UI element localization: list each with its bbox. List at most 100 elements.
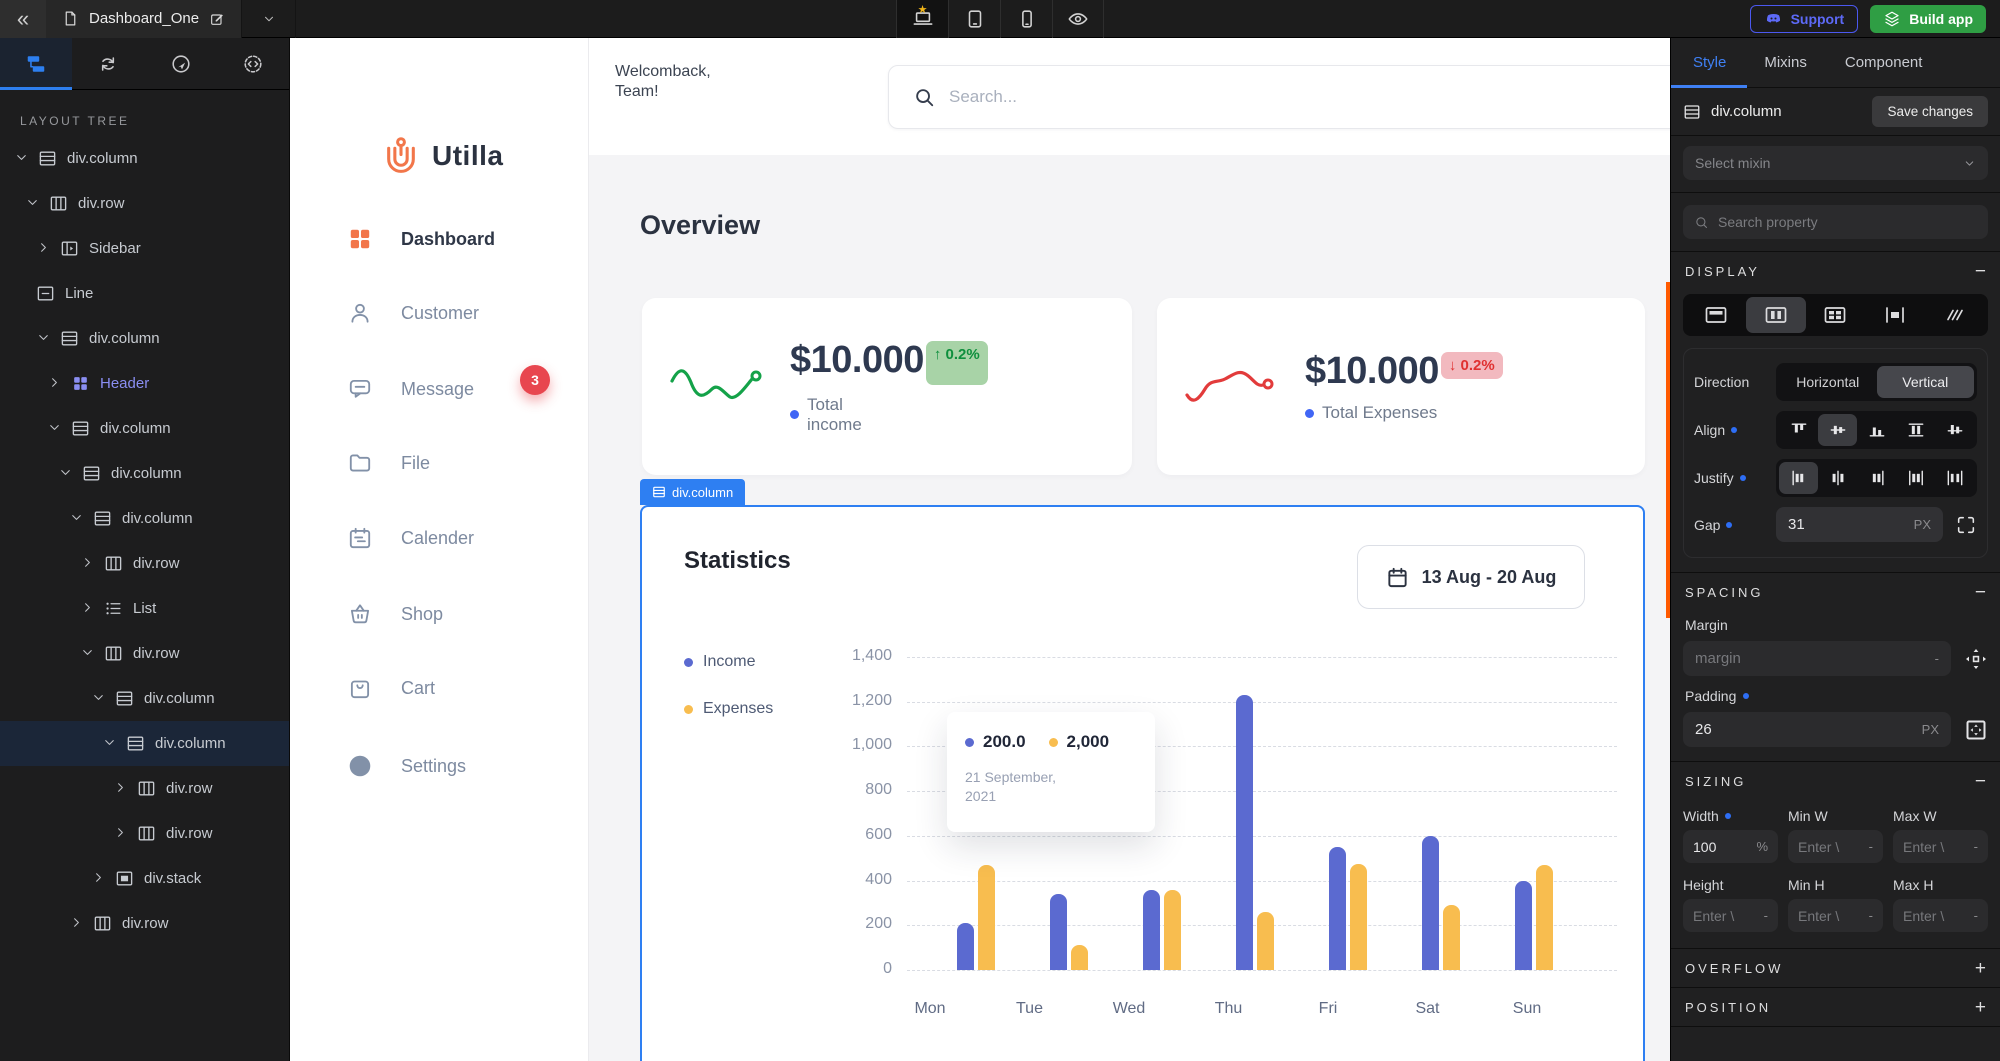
nav-item-customer[interactable]: Customer bbox=[347, 295, 479, 331]
edit-icon[interactable] bbox=[209, 11, 225, 27]
tree-item-div-row[interactable]: div.row bbox=[0, 181, 289, 226]
display-mode-flex[interactable] bbox=[1745, 297, 1806, 333]
chevron-down-icon[interactable] bbox=[47, 420, 64, 437]
align-start[interactable] bbox=[1779, 414, 1818, 446]
collapse-icon[interactable]: − bbox=[1974, 770, 1986, 792]
chevron-right-icon[interactable] bbox=[47, 375, 64, 392]
display-mode-grid[interactable] bbox=[1806, 297, 1866, 333]
align-center[interactable] bbox=[1818, 414, 1857, 446]
inspector-tab-component[interactable]: Component bbox=[1844, 54, 1923, 71]
justify-center[interactable] bbox=[1818, 462, 1857, 494]
collapse-icon[interactable]: − bbox=[1974, 260, 1986, 282]
tree-item-div-column[interactable]: div.column bbox=[0, 496, 289, 541]
display-mode-none[interactable] bbox=[1925, 297, 1985, 333]
direction-vertical[interactable]: Vertical bbox=[1876, 366, 1974, 398]
back-button[interactable]: « bbox=[0, 0, 46, 38]
document-title-segment[interactable]: Dashboard_One bbox=[46, 0, 243, 38]
sidebar-tab-sync[interactable] bbox=[72, 38, 144, 89]
direction-horizontal[interactable]: Horizontal bbox=[1796, 374, 1860, 390]
chevron-right-icon[interactable] bbox=[36, 240, 53, 257]
sizing-input-min-h[interactable] bbox=[1798, 907, 1863, 924]
tree-item-sidebar[interactable]: Sidebar bbox=[0, 226, 289, 271]
chevron-down-icon[interactable] bbox=[69, 510, 86, 527]
collapse-icon[interactable]: − bbox=[1974, 581, 1986, 603]
statistics-card[interactable]: Statistics 13 Aug - 20 Aug Income Expense… bbox=[640, 505, 1645, 1061]
justify-end[interactable] bbox=[1857, 462, 1896, 494]
mixin-select[interactable]: Select mixin bbox=[1683, 146, 1988, 180]
sizing-input-width[interactable] bbox=[1693, 838, 1751, 855]
tree-item-div-column[interactable]: div.column bbox=[0, 316, 289, 361]
margin-expand-icon[interactable] bbox=[1964, 647, 1988, 671]
nav-item-dashboard[interactable]: Dashboard bbox=[347, 221, 495, 257]
tree-item-div-row[interactable]: div.row bbox=[0, 901, 289, 946]
inspector-scroll-indicator[interactable] bbox=[1666, 282, 1670, 618]
sizing-input-height[interactable] bbox=[1693, 907, 1758, 924]
nav-item-message[interactable]: Message 3 bbox=[347, 365, 550, 407]
sizing-input-min-w[interactable] bbox=[1798, 838, 1863, 855]
chevron-right-icon[interactable] bbox=[69, 915, 86, 932]
tablet-preview-button[interactable] bbox=[948, 0, 1000, 38]
justify-start[interactable] bbox=[1779, 462, 1818, 494]
property-search-input[interactable] bbox=[1718, 214, 1977, 230]
tree-item-div-row[interactable]: div.row bbox=[0, 766, 289, 811]
eye-preview-button[interactable] bbox=[1052, 0, 1104, 38]
chevron-right-icon[interactable] bbox=[113, 780, 130, 797]
inspector-tab-mixins[interactable]: Mixins bbox=[1764, 54, 1807, 71]
chevron-down-icon[interactable] bbox=[80, 645, 97, 662]
tree-item-div-column[interactable]: div.column bbox=[0, 721, 289, 766]
margin-input[interactable] bbox=[1695, 650, 1927, 667]
chevron-right-icon[interactable] bbox=[91, 870, 108, 887]
chevron-down-icon[interactable] bbox=[58, 465, 75, 482]
chevron-down-icon[interactable] bbox=[91, 690, 108, 707]
inspector-tab-style[interactable]: Style bbox=[1693, 54, 1727, 71]
padding-input[interactable] bbox=[1695, 721, 1914, 738]
tree-item-div-row[interactable]: div.row bbox=[0, 811, 289, 856]
align-baseline[interactable] bbox=[1935, 414, 1974, 446]
selection-tag[interactable]: div.column bbox=[640, 479, 746, 505]
sizing-input-max-w[interactable] bbox=[1903, 838, 1968, 855]
chevron-right-icon[interactable] bbox=[80, 600, 97, 617]
tree-item-div-row[interactable]: div.row bbox=[0, 541, 289, 586]
chevron-down-icon[interactable] bbox=[36, 330, 53, 347]
chevron-down-icon[interactable] bbox=[14, 150, 31, 167]
nav-item-file[interactable]: File bbox=[347, 445, 430, 481]
tree-item-div-row[interactable]: div.row bbox=[0, 631, 289, 676]
support-button[interactable]: Support bbox=[1749, 4, 1859, 33]
tree-item-list[interactable]: List bbox=[0, 586, 289, 631]
nav-item-cart[interactable]: Cart bbox=[347, 670, 435, 706]
tree-item-div-stack[interactable]: div.stack bbox=[0, 856, 289, 901]
date-range-button[interactable]: 13 Aug - 20 Aug bbox=[1357, 545, 1585, 609]
sidebar-tab-interactions[interactable] bbox=[145, 38, 217, 89]
sizing-input-max-h[interactable] bbox=[1903, 907, 1968, 924]
padding-expand-icon[interactable] bbox=[1964, 718, 1988, 742]
display-mode-inline[interactable] bbox=[1865, 297, 1925, 333]
nav-item-calender[interactable]: Calender bbox=[347, 520, 474, 556]
justify-between[interactable] bbox=[1896, 462, 1935, 494]
save-changes-button[interactable]: Save changes bbox=[1872, 96, 1988, 127]
tree-item-div-column[interactable]: div.column bbox=[0, 676, 289, 721]
chevron-right-icon[interactable] bbox=[80, 555, 97, 572]
gap-input[interactable] bbox=[1788, 516, 1906, 533]
tree-item-div-column[interactable]: div.column bbox=[0, 451, 289, 496]
laptop-preview-button[interactable]: ★ bbox=[896, 0, 948, 38]
tree-item-header[interactable]: Header bbox=[0, 361, 289, 406]
chevron-down-icon[interactable] bbox=[102, 735, 119, 752]
align-end[interactable] bbox=[1857, 414, 1896, 446]
chevron-right-icon[interactable] bbox=[113, 825, 130, 842]
nav-item-shop[interactable]: Shop bbox=[347, 596, 443, 632]
tree-item-div-column[interactable]: div.column bbox=[0, 406, 289, 451]
sidebar-tab-layout-tree[interactable] bbox=[0, 38, 73, 90]
tree-item-div-column[interactable]: div.column bbox=[0, 136, 289, 181]
sidebar-tab-code[interactable] bbox=[217, 38, 289, 89]
build-app-button[interactable]: Build app bbox=[1870, 4, 1986, 33]
gap-sides-icon[interactable] bbox=[1955, 514, 1977, 536]
justify-around[interactable] bbox=[1935, 462, 1974, 494]
chevron-down-icon[interactable] bbox=[25, 195, 42, 212]
expand-icon[interactable]: + bbox=[1974, 996, 1986, 1018]
tree-item-line[interactable]: Line bbox=[0, 271, 289, 316]
search-input[interactable] bbox=[949, 87, 1655, 107]
phone-preview-button[interactable] bbox=[1000, 0, 1052, 38]
display-mode-block[interactable] bbox=[1686, 297, 1746, 333]
document-dropdown-chevron-icon[interactable] bbox=[242, 0, 297, 38]
align-stretch[interactable] bbox=[1896, 414, 1935, 446]
